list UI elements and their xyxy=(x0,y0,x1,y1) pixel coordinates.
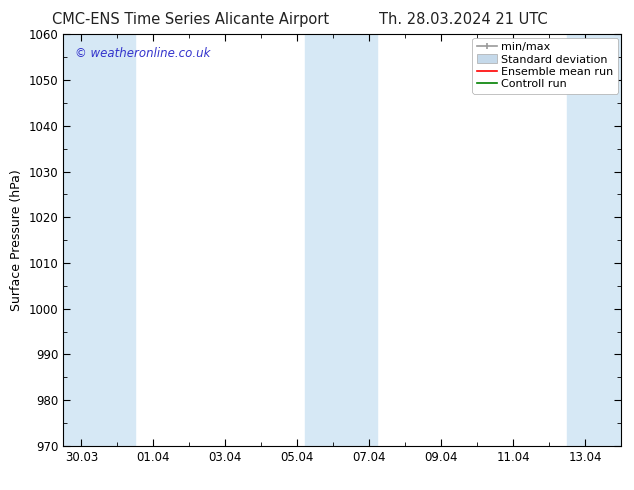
Text: CMC-ENS Time Series Alicante Airport: CMC-ENS Time Series Alicante Airport xyxy=(51,12,329,27)
Bar xyxy=(63,34,136,446)
Bar xyxy=(304,34,377,446)
Bar xyxy=(567,34,621,446)
Legend: min/max, Standard deviation, Ensemble mean run, Controll run: min/max, Standard deviation, Ensemble me… xyxy=(472,38,618,94)
Y-axis label: Surface Pressure (hPa): Surface Pressure (hPa) xyxy=(10,169,23,311)
Text: Th. 28.03.2024 21 UTC: Th. 28.03.2024 21 UTC xyxy=(378,12,547,27)
Text: © weatheronline.co.uk: © weatheronline.co.uk xyxy=(75,47,210,60)
